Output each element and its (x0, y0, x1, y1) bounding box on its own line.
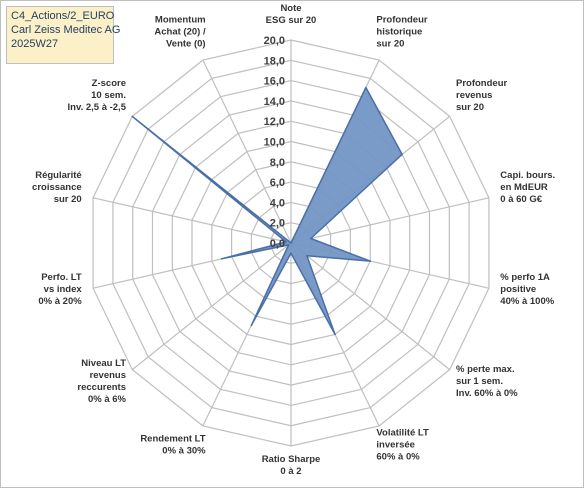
axis-label: Ratio Sharpe 0 à 2 (262, 454, 321, 477)
axis-label-line: Régularité (35, 170, 81, 181)
axis-label-line: Volatilité LT (376, 427, 429, 438)
axis-label-line: sur 20 (376, 39, 404, 50)
axis-label: % perfo 1A positive 40% à 100% (500, 272, 554, 307)
tick-label: 10,0 (264, 137, 285, 149)
axis-label: Volatilité LT inversée 60% à 0% (376, 427, 429, 462)
data-point (401, 153, 403, 156)
axis-label-line: 40% à 100% (500, 296, 554, 307)
axis-label-line: 0 à 2 (280, 466, 301, 477)
axis-label-line: revenus (456, 90, 492, 101)
header-line-1: C4_Actions/2_EURO (11, 10, 115, 22)
axis-label-line: sur 1 sem. (456, 376, 503, 387)
axis-label: Perfo. LT vs index 0% à 20% (38, 272, 82, 307)
axis-label-line: positive (500, 284, 536, 295)
axis-label: Profondeur historique sur 20 (376, 15, 427, 50)
axis-label-line: Momentum (155, 15, 206, 26)
data-point (287, 244, 290, 246)
axis-label-line: Perfo. LT (41, 272, 82, 283)
chart-header-box: C4_Actions/2_EURO Carl Zeiss Meditec AG … (6, 6, 121, 64)
axis-label-line: Z-score (92, 78, 126, 89)
axis-label-line: Capi. bours. (500, 170, 555, 181)
tick-label: 6,0 (270, 177, 285, 189)
header-line-3: 2025W27 (11, 38, 59, 50)
grid-spoke (290, 242, 451, 371)
grid-spoke (92, 197, 292, 244)
axis-label-line: % perte max. (456, 364, 515, 375)
axis-label-line: vs index (44, 284, 83, 295)
axis-label: % perte max. sur 1 sem. Inv. 60% à 0% (456, 364, 518, 399)
tick-label: 18,0 (264, 55, 285, 67)
axis-label-line: 60% à 0% (376, 451, 420, 462)
axis-label-line: sur 20 (54, 194, 82, 205)
tick-label: 0,0 (270, 238, 285, 250)
data-point (306, 254, 308, 257)
axis-label-line: Rendement LT (140, 433, 205, 444)
axis-label-line: reccurents (77, 382, 126, 393)
data-point (220, 258, 223, 260)
axis-label: Capi. bours. en MdEUR 0 à 60 G€ (500, 170, 555, 205)
axis-label-line: 0% à 30% (162, 445, 206, 456)
axis-label-line: 0% à 6% (88, 394, 127, 405)
axis-label: Z-score 10 sem. Inv. 2,5 à -2,5 (68, 78, 127, 113)
axis-label-line: 10 sem. (91, 90, 126, 101)
tick-label: 2,0 (270, 218, 285, 230)
grid-spoke (290, 197, 490, 244)
axis-label-line: revenus (90, 370, 126, 381)
tick-label: 4,0 (270, 197, 285, 209)
axis-label: Momentum Achat (20) / Vente (0) (154, 15, 206, 50)
axis-label-line: inversée (376, 439, 415, 450)
axis-label-line: ESG sur 20 (266, 15, 317, 26)
axis-label-line: Niveau LT (81, 358, 126, 369)
tick-label: 12,0 (264, 116, 285, 128)
axis-label-line: Achat (20) / (154, 27, 206, 38)
data-point (365, 86, 367, 89)
axis-label-line: Profondeur (376, 15, 427, 26)
data-point (310, 237, 312, 240)
axis-label-line: en MdEUR (500, 182, 548, 193)
data-point (334, 333, 336, 336)
data-area (131, 86, 403, 336)
axis-label-line: Inv. 60% à 0% (456, 388, 518, 399)
tick-label: 20,0 (264, 35, 285, 47)
axis-label-line: % perfo 1A (500, 272, 550, 283)
axis-label: Profondeur revenus sur 20 (456, 78, 507, 113)
axis-label-line: historique (376, 27, 422, 38)
data-point (131, 115, 134, 118)
axis-label-line: sur 20 (456, 102, 484, 113)
axis-label-line: 0 à 60 G€ (500, 194, 542, 205)
axis-label-line: Ratio Sharpe (262, 454, 321, 465)
axis-label: Régularité croissance sur 20 (32, 170, 82, 205)
data-point (250, 324, 253, 327)
axis-label-line: Inv. 2,5 à -2,5 (68, 102, 127, 113)
data-point (290, 252, 292, 254)
axis-label-line: 0% à 20% (38, 296, 82, 307)
tick-label: 8,0 (270, 157, 285, 169)
grid-spoke (202, 59, 292, 244)
header-line-2: Carl Zeiss Meditec AG (11, 24, 121, 36)
tick-label: 14,0 (264, 96, 285, 108)
axis-label-line: croissance (32, 182, 82, 193)
axis-label-line: Note (280, 3, 301, 14)
axis-label-line: Vente (0) (166, 39, 206, 50)
axis-label-line: Profondeur (456, 78, 507, 89)
data-point (290, 242, 292, 244)
grid-spoke (131, 242, 292, 371)
axis-label: Niveau LT revenus reccurents 0% à 6% (77, 358, 126, 405)
data-point (285, 241, 287, 243)
axis-label: Note ESG sur 20 (266, 3, 317, 26)
data-point (369, 260, 372, 262)
axis-label: Rendement LT 0% à 30% (140, 433, 206, 456)
tick-label: 16,0 (264, 76, 285, 88)
